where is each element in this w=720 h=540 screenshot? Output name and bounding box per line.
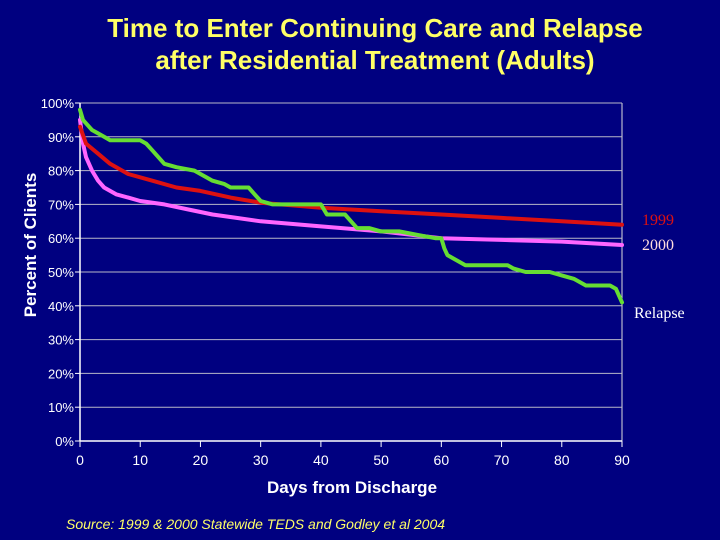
- source-note: Source: 1999 & 2000 Statewide TEDS and G…: [66, 516, 446, 532]
- x-tick-label: 40: [313, 452, 329, 468]
- y-tick-label: 100%: [41, 96, 75, 111]
- y-tick-label: 60%: [48, 231, 74, 246]
- x-tick-label: 20: [193, 452, 209, 468]
- x-tick-label: 80: [554, 452, 570, 468]
- x-axis-title: Days from Discharge: [267, 478, 437, 497]
- y-tick-label: 80%: [48, 164, 74, 179]
- y-axis-title: Percent of Clients: [21, 173, 40, 318]
- y-tick-label: 90%: [48, 130, 74, 145]
- series-label-relapse: Relapse: [634, 305, 685, 322]
- chart-title-line-2: after Residential Treatment (Adults): [155, 45, 595, 75]
- y-tick-label: 70%: [48, 197, 74, 212]
- x-tick-label: 50: [373, 452, 389, 468]
- x-tick-label: 90: [614, 452, 630, 468]
- series-line-1999: [78, 124, 624, 227]
- chart-title-line-1: Time to Enter Continuing Care and Relaps…: [107, 13, 643, 43]
- x-tick-label: 0: [76, 452, 84, 468]
- y-tick-label: 10%: [48, 400, 74, 415]
- series-label-1999: 1999: [642, 212, 674, 229]
- y-tick-label: 40%: [48, 299, 74, 314]
- series-line-relapse: [78, 107, 624, 305]
- x-tick-label: 30: [253, 452, 269, 468]
- x-tick-label: 10: [132, 452, 148, 468]
- y-tick-label: 20%: [48, 366, 74, 381]
- x-tick-label: 70: [494, 452, 510, 468]
- y-tick-label: 30%: [48, 333, 74, 348]
- chart-title: Time to Enter Continuing Care and Relaps…: [0, 12, 720, 76]
- x-tick-label: 60: [434, 452, 450, 468]
- series-label-2000: 2000: [642, 237, 674, 254]
- y-tick-label: 50%: [48, 265, 74, 280]
- y-tick-label: 0%: [55, 434, 74, 449]
